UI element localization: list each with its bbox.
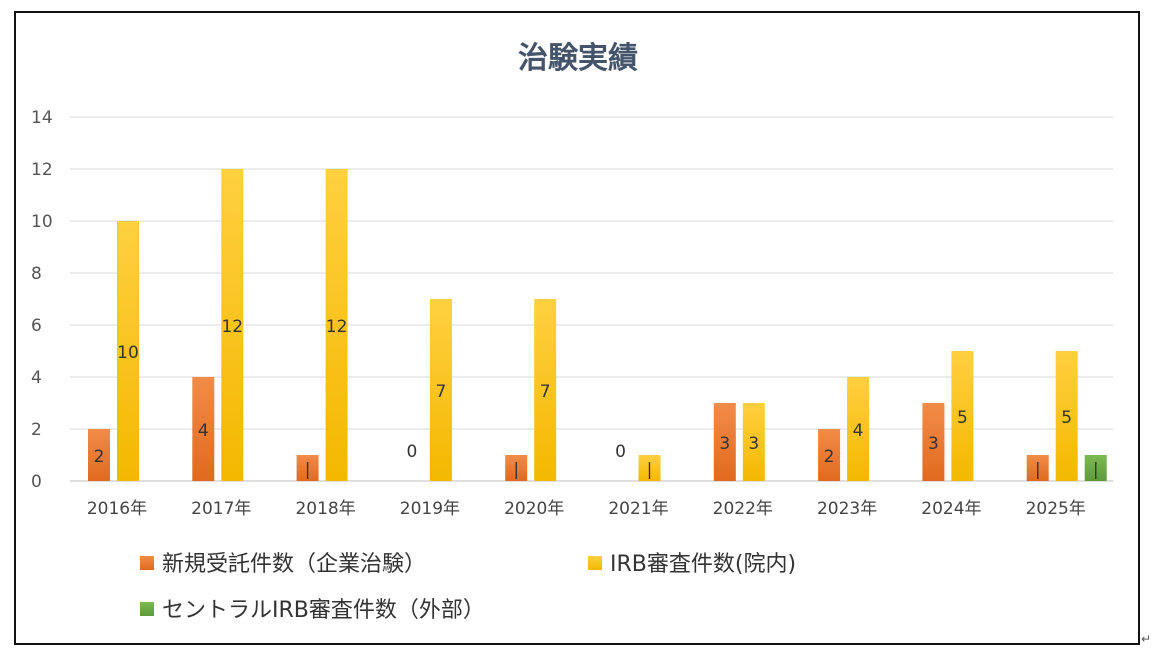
data-label: 4 — [198, 421, 209, 441]
data-label: | — [647, 460, 653, 480]
data-label: 12 — [326, 317, 348, 337]
legend-swatch — [140, 556, 154, 570]
data-label: 3 — [928, 434, 939, 454]
data-label: 5 — [957, 408, 968, 428]
data-label: 4 — [853, 421, 864, 441]
data-label: 5 — [1061, 408, 1072, 428]
data-label: | — [513, 460, 519, 480]
y-tick-label: 4 — [31, 368, 42, 388]
data-label: 2 — [824, 447, 835, 467]
data-label: 7 — [435, 382, 446, 402]
data-label: 3 — [719, 434, 730, 454]
data-label: 12 — [221, 317, 243, 337]
bar — [429, 299, 452, 481]
data-label: 3 — [748, 434, 759, 454]
bar — [1026, 455, 1049, 481]
y-tick-label: 8 — [31, 264, 42, 284]
y-tick-label: 14 — [31, 108, 53, 128]
bar — [88, 429, 110, 481]
x-axis-labels: 2016年 2017年 2018年 2019年 2020年 2021年 2022年 2023年… — [87, 499, 1086, 519]
bar — [221, 169, 244, 481]
y-tick-label: 0 — [31, 472, 42, 492]
data-label: | — [1093, 460, 1099, 480]
bar — [847, 377, 870, 481]
legend-swatch — [588, 556, 602, 570]
data-label: 10 — [117, 343, 139, 363]
data-label: | — [1035, 460, 1041, 480]
bar — [534, 299, 557, 481]
bar — [922, 403, 945, 481]
data-label: 0 — [615, 442, 626, 462]
y-axis-ticks: 0 2 4 6 8 10 12 14 — [31, 108, 53, 492]
x-tick-label: 2018年 — [295, 499, 355, 519]
bar — [1055, 351, 1078, 481]
chart-title: 治験実績 — [518, 41, 638, 76]
bar — [1084, 455, 1107, 481]
bar — [117, 221, 139, 481]
x-tick-label: 2022年 — [713, 499, 773, 519]
return-mark: ↵ — [1141, 632, 1152, 646]
x-tick-label: 2020年 — [504, 499, 564, 519]
data-label: | — [305, 460, 311, 480]
x-tick-label: 2025年 — [1026, 499, 1086, 519]
bar — [505, 455, 528, 481]
bar — [325, 169, 348, 481]
legend-label: 新規受託件数（企業治験） — [162, 552, 426, 577]
bar — [192, 377, 215, 481]
legend-swatch — [140, 602, 154, 616]
legend: 新規受託件数（企業治験） IRB審査件数(院内) セントラルIRB審査件数（外部） — [140, 552, 796, 623]
y-tick-label: 2 — [31, 420, 42, 440]
x-tick-label: 2017年 — [191, 499, 251, 519]
y-tick-label: 12 — [31, 160, 53, 180]
legend-label: セントラルIRB審査件数（外部） — [162, 598, 485, 623]
bar — [296, 455, 319, 481]
data-label: 7 — [540, 382, 551, 402]
x-tick-label: 2023年 — [817, 499, 877, 519]
y-tick-label: 10 — [31, 212, 53, 232]
x-tick-label: 2016年 — [87, 499, 147, 519]
legend-label: IRB審査件数(院内) — [610, 552, 796, 577]
y-tick-label: 6 — [31, 316, 42, 336]
data-label: 2 — [94, 447, 105, 467]
bar — [638, 455, 661, 481]
data-label: 0 — [406, 442, 417, 462]
x-tick-label: 2024年 — [921, 499, 981, 519]
bar — [742, 403, 765, 481]
bar — [713, 403, 736, 481]
bars — [88, 169, 1107, 481]
bar — [818, 429, 841, 481]
x-tick-label: 2019年 — [400, 499, 460, 519]
x-tick-label: 2021年 — [608, 499, 668, 519]
bar — [951, 351, 974, 481]
